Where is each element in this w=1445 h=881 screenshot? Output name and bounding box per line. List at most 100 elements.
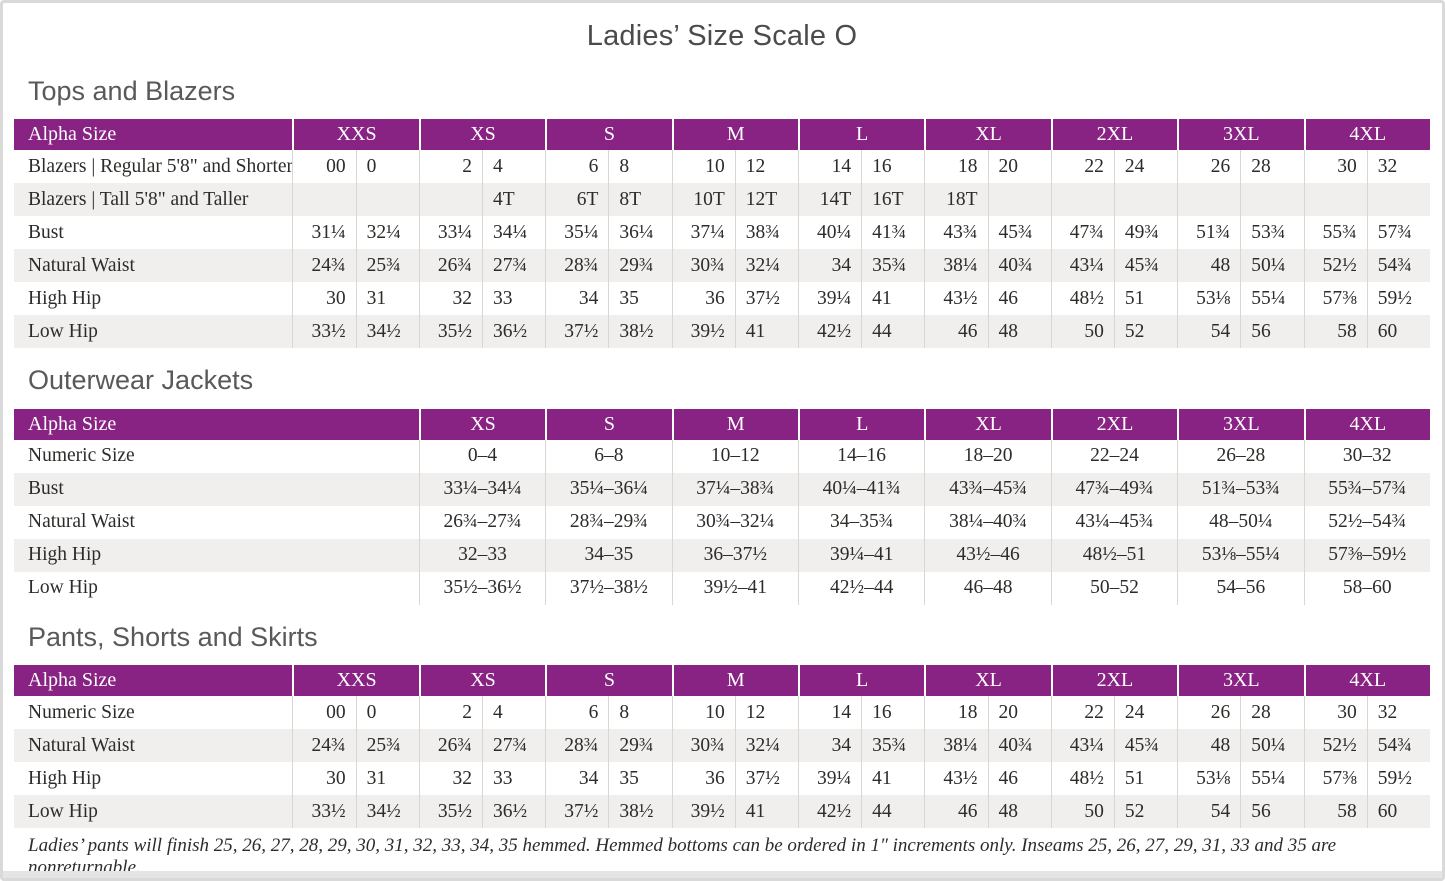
row-label: Bust	[28, 221, 64, 243]
size-column-header: M	[671, 408, 798, 440]
size-value: 35	[608, 282, 671, 316]
size-value: 41	[734, 315, 798, 349]
size-value: 30	[1303, 150, 1367, 184]
size-value: 41	[861, 282, 924, 316]
size-value	[355, 183, 419, 217]
size-value: 34½	[355, 315, 419, 349]
size-value: 29¾	[608, 729, 672, 763]
size-value: 37¼	[671, 216, 735, 250]
size-value: 28¾	[545, 249, 609, 283]
size-value: 34	[797, 729, 862, 763]
size-value: 28	[1240, 696, 1303, 730]
size-value: 59½	[1366, 282, 1430, 316]
size-value: 00	[292, 696, 355, 730]
size-column-header: 4XL	[1303, 119, 1430, 151]
size-value: 34–35¾	[797, 505, 924, 539]
size-value: 32	[1366, 696, 1430, 730]
row-label: Low Hip	[28, 577, 98, 599]
size-value: 26¾	[418, 729, 482, 763]
size-value: 25¾	[355, 249, 419, 283]
header-row: Alpha Size XXS XS S M L XL 2XL 3XL 4XL	[14, 119, 1430, 151]
size-value: 45¾	[1113, 249, 1178, 283]
size-value: 41	[734, 795, 798, 829]
size-value: 60	[1366, 795, 1430, 829]
size-value: 22	[1050, 696, 1114, 730]
size-value: 60	[1366, 315, 1430, 349]
row-label: High Hip	[14, 538, 419, 572]
size-value: 46	[924, 315, 988, 349]
size-value: 10–12	[671, 439, 798, 473]
size-value: 16	[861, 696, 924, 730]
size-value	[1113, 183, 1178, 217]
size-value: 46	[987, 762, 1051, 796]
size-value: 30–32	[1303, 439, 1430, 473]
size-column-header: XL	[924, 665, 1051, 697]
size-value: 6	[545, 696, 608, 730]
size-value: 34–35	[545, 538, 672, 572]
size-value: 51	[1113, 282, 1177, 316]
size-value: 39¼	[797, 762, 861, 796]
size-value: 55¼	[1240, 762, 1303, 796]
size-value: 14T	[797, 183, 862, 217]
size-value: 31	[355, 762, 419, 796]
size-value: 18T	[924, 183, 988, 217]
size-value: 36½	[481, 315, 546, 349]
size-value: 31	[355, 282, 419, 316]
size-value: 28	[1240, 150, 1303, 184]
size-value: 36	[671, 282, 735, 316]
size-value: 43¼	[1050, 729, 1114, 763]
bottom-strip	[3, 871, 1442, 878]
size-value: 12T	[734, 183, 798, 217]
size-column-header: M	[671, 119, 798, 151]
size-value: 48	[987, 795, 1051, 829]
size-table: Alpha Size XXS XS S M L XL 2XL 3XL 4XL Numeric Siz…	[14, 665, 1430, 829]
row-label: Low Hip	[14, 315, 293, 349]
size-value: 44	[861, 315, 925, 349]
size-value: 58	[1303, 315, 1367, 349]
content-area: Ladies’ Size Scale O Tops and Blazers Alp…	[14, 20, 1430, 878]
alpha-size-header: Alpha Size	[14, 665, 293, 697]
alpha-size-header: Alpha Size	[14, 119, 293, 151]
alpha-size-header: Alpha Size	[14, 408, 419, 440]
size-value: 20	[987, 150, 1051, 184]
size-column-header: L	[797, 408, 925, 440]
size-column-header: L	[797, 665, 925, 697]
size-value: 27¾	[481, 729, 546, 763]
size-value: 00	[292, 150, 355, 184]
size-value: 33¼–34¼	[418, 472, 546, 506]
size-column-header: XS	[418, 665, 546, 697]
size-value: 55¼	[1240, 282, 1303, 316]
size-value: 6T	[545, 183, 609, 217]
size-value: 36¼	[608, 216, 671, 250]
size-value: 42½	[797, 795, 862, 829]
size-value: 35¼	[545, 216, 608, 250]
size-value: 35¾	[861, 729, 925, 763]
size-column-header: 3XL	[1177, 408, 1304, 440]
size-value: 31¼	[292, 216, 355, 250]
size-value: 34	[797, 249, 862, 283]
size-value: 32¼	[734, 249, 798, 283]
size-value: 0	[355, 696, 419, 730]
size-value: 38¼–40¾	[924, 505, 1050, 539]
size-value: 42½	[797, 315, 862, 349]
size-value: 37½–38½	[545, 571, 671, 605]
size-value: 40¼	[797, 216, 861, 250]
header-row: Alpha Size XS S M L XL 2XL 3XL 4XL	[14, 408, 1430, 440]
size-value: 51	[1113, 762, 1177, 796]
size-value: 50	[1050, 795, 1114, 829]
size-value: 43½	[924, 762, 987, 796]
size-value: 33½	[292, 315, 356, 349]
table-row: Blazers | Regular 5'8" and Shorter 00 0 2 4 6…	[14, 150, 1430, 184]
size-value: 18–20	[924, 439, 1050, 473]
size-value: 32–33	[418, 538, 546, 572]
table-row: High Hip 32–33 34–35 36–37½ 39¼–41 43½–46 48½–…	[14, 538, 1430, 572]
size-column-header: L	[797, 119, 925, 151]
size-value: 32¼	[355, 216, 419, 250]
size-value: 30¾	[671, 729, 735, 763]
section-title: Tops and Blazers	[28, 76, 236, 106]
size-value: 46	[987, 282, 1051, 316]
size-value: 52½–54¾	[1303, 505, 1430, 539]
table-row: Blazers | Tall 5'8" and Taller 4T 6T 8T 10T 1…	[14, 183, 1430, 217]
size-value: 32¼	[734, 729, 798, 763]
size-value	[987, 183, 1051, 217]
